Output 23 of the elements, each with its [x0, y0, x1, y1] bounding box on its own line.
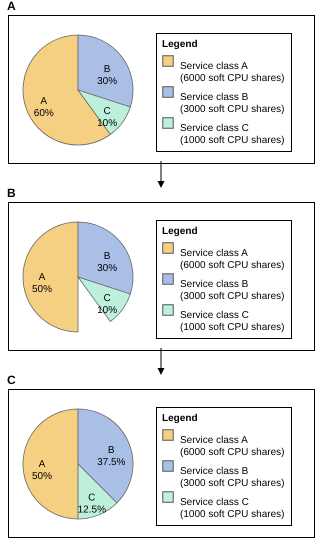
data-label: A 50% — [32, 272, 52, 295]
legend-label: Service class C (1000 soft CPU shares) — [180, 497, 284, 520]
data-label: C 12.5% — [78, 492, 106, 516]
legend-label: Service class A (6000 soft CPU shares) — [180, 248, 284, 271]
legend-title: Legend — [162, 413, 198, 424]
chart-title: A — [7, 0, 16, 13]
legend-label: Service class B (3000 soft CPU shares) — [180, 279, 284, 302]
legend-title: Legend — [162, 226, 198, 237]
legend-label: Service class A (6000 soft CPU shares) — [180, 435, 284, 458]
data-label: B 37.5% — [97, 445, 126, 468]
data-label: A 50% — [32, 459, 52, 482]
legend-label: Service class A (6000 soft CPU shares) — [180, 61, 284, 84]
data-label: A 60% — [34, 96, 54, 120]
legend-label: Service class C (1000 soft CPU shares) — [180, 123, 284, 146]
legend-title: Legend — [162, 39, 198, 50]
data-label: C 10% — [97, 293, 118, 316]
legend-label: Service class C (1000 soft CPU shares) — [180, 310, 284, 333]
legend-label: Service class B (3000 soft CPU shares) — [180, 466, 284, 489]
chart-title: B — [7, 186, 16, 200]
legend-label: Service class B (3000 soft CPU shares) — [180, 92, 284, 115]
data-label: B 30% — [97, 64, 118, 87]
chart-title: C — [7, 373, 16, 387]
data-label: B 30% — [97, 250, 118, 274]
